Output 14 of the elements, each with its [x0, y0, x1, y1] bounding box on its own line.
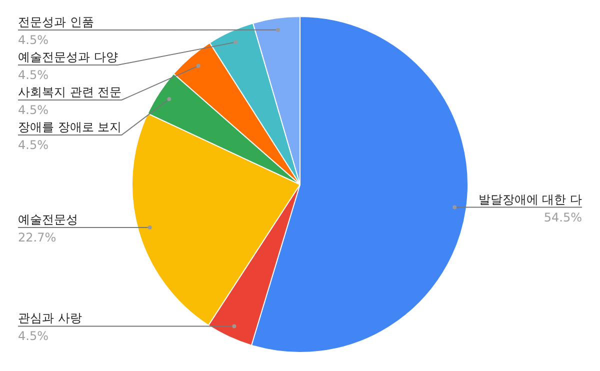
data-label: 4.5%	[18, 329, 48, 344]
data-label: 4.5%	[18, 138, 48, 152]
data-label: 54.5%	[544, 210, 582, 224]
slice-label: 장애를 장애로 보지	[18, 120, 122, 134]
data-label: 22.7%	[18, 230, 56, 245]
data-label: 4.5%	[18, 33, 48, 47]
data-label: 4.5%	[18, 103, 48, 117]
data-label: 4.5%	[18, 68, 48, 82]
slice-label: 발달장애에 대한 다	[478, 192, 582, 206]
slice-label: 예술전문성과 다양	[18, 50, 118, 64]
slice-label: 사회복지 관련 전문	[18, 85, 122, 99]
slice-label: 예술전문성	[18, 212, 78, 227]
slice-label: 전문성과 인품	[18, 15, 94, 29]
slice-label: 관심과 사랑	[18, 311, 82, 326]
